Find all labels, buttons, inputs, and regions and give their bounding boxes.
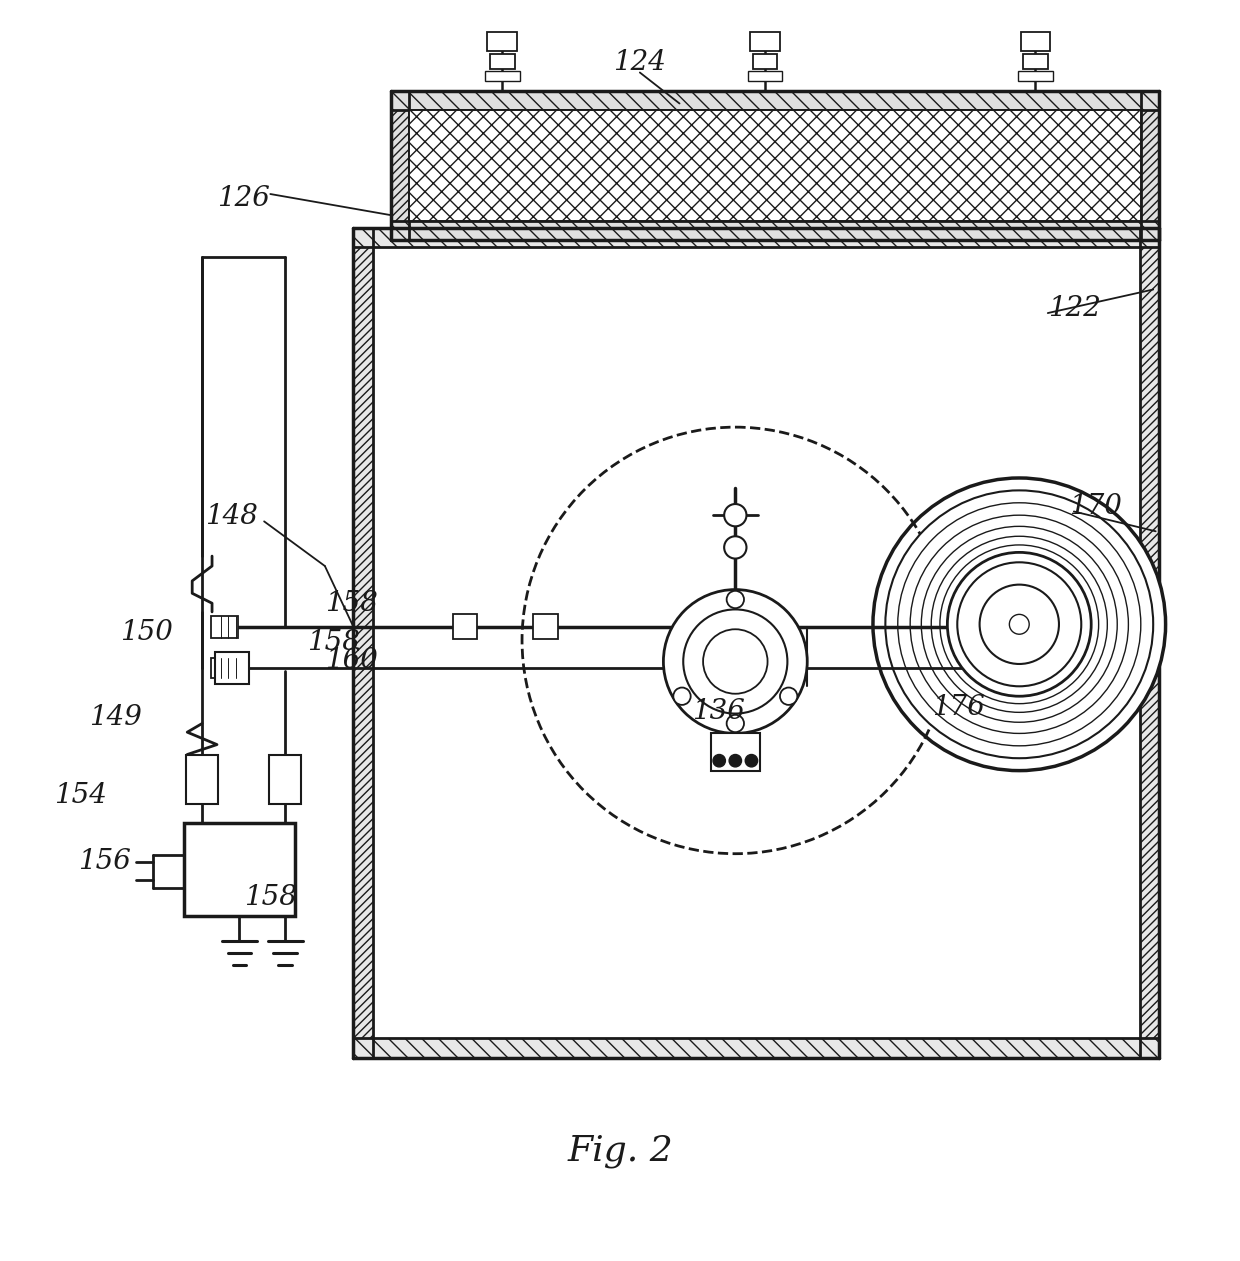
- Bar: [487, 32, 517, 52]
- Bar: [711, 734, 760, 770]
- Text: 150: 150: [120, 619, 174, 647]
- Text: 124: 124: [614, 49, 666, 76]
- Text: 176: 176: [932, 694, 986, 721]
- Bar: [453, 614, 477, 639]
- Circle shape: [780, 687, 797, 705]
- Circle shape: [931, 536, 1107, 712]
- Bar: [391, 91, 1159, 240]
- Text: 149: 149: [89, 704, 143, 731]
- Circle shape: [980, 585, 1059, 665]
- Bar: [748, 72, 782, 81]
- Bar: [750, 32, 780, 52]
- Bar: [353, 227, 1159, 1058]
- Circle shape: [885, 491, 1153, 758]
- Circle shape: [724, 536, 746, 559]
- Circle shape: [727, 591, 744, 608]
- Bar: [186, 754, 218, 805]
- Circle shape: [921, 526, 1117, 723]
- Bar: [753, 54, 777, 69]
- Text: Fig. 2: Fig. 2: [567, 1135, 673, 1168]
- Circle shape: [663, 590, 807, 734]
- Circle shape: [724, 504, 746, 526]
- Text: 158: 158: [244, 884, 296, 910]
- Circle shape: [940, 545, 1099, 704]
- Circle shape: [729, 754, 742, 767]
- Circle shape: [683, 609, 787, 714]
- Bar: [184, 822, 295, 915]
- Text: 158: 158: [308, 629, 361, 657]
- Circle shape: [727, 715, 744, 733]
- Bar: [409, 110, 1141, 221]
- Text: 136: 136: [692, 697, 745, 725]
- Bar: [391, 91, 1159, 110]
- Circle shape: [673, 687, 691, 705]
- Bar: [1023, 54, 1048, 69]
- Bar: [211, 615, 238, 638]
- Circle shape: [910, 516, 1128, 734]
- Circle shape: [957, 562, 1081, 686]
- Text: 126: 126: [217, 185, 270, 213]
- Bar: [269, 754, 301, 805]
- Bar: [211, 658, 238, 677]
- Bar: [391, 221, 1159, 240]
- Bar: [353, 1039, 1159, 1058]
- Bar: [1021, 32, 1050, 52]
- Circle shape: [947, 552, 1091, 696]
- Text: 122: 122: [1048, 295, 1101, 322]
- Bar: [353, 227, 1159, 247]
- Bar: [1018, 72, 1053, 81]
- Bar: [485, 72, 520, 81]
- Bar: [533, 614, 558, 639]
- Bar: [1140, 227, 1159, 1058]
- Text: 148: 148: [205, 503, 258, 530]
- Circle shape: [713, 754, 725, 767]
- Text: 160: 160: [325, 647, 378, 673]
- Circle shape: [1009, 614, 1029, 634]
- Circle shape: [745, 754, 758, 767]
- Circle shape: [703, 629, 768, 694]
- Text: 158: 158: [325, 590, 378, 617]
- Bar: [353, 227, 373, 1058]
- Bar: [391, 91, 409, 240]
- Circle shape: [873, 478, 1166, 770]
- Text: 156: 156: [78, 847, 131, 875]
- Text: 170: 170: [1069, 493, 1122, 520]
- Circle shape: [898, 503, 1141, 745]
- Bar: [1141, 91, 1159, 240]
- Bar: [490, 54, 515, 69]
- Text: 154: 154: [55, 782, 108, 808]
- Bar: [215, 652, 249, 683]
